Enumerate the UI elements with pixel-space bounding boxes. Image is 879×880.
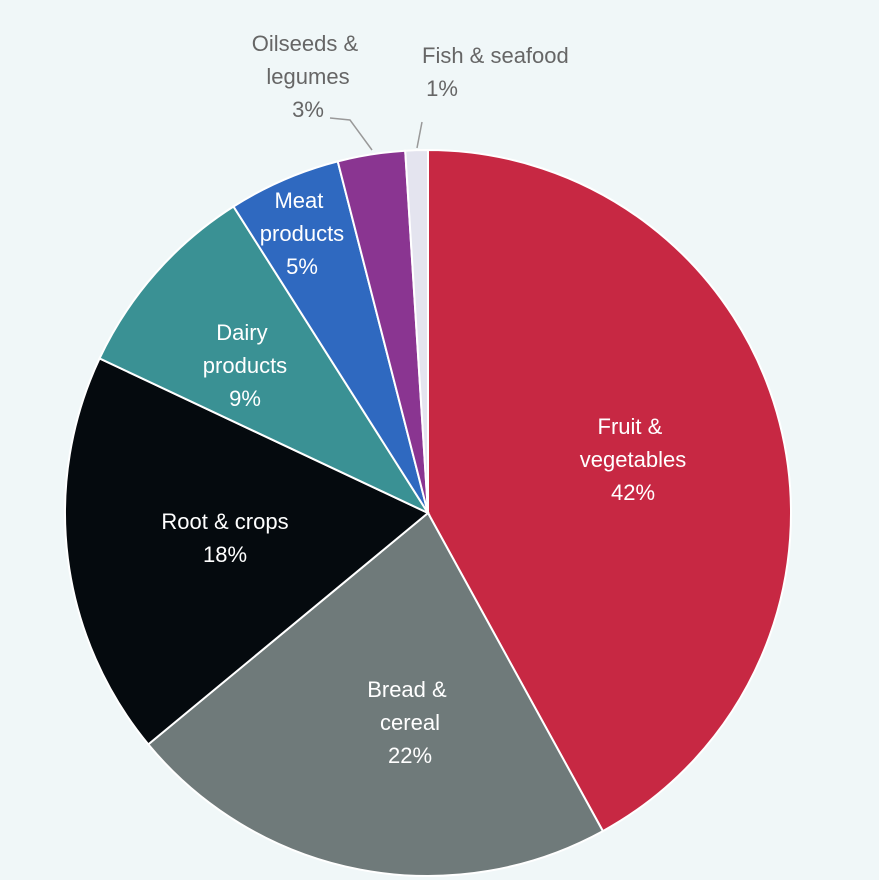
pie-slice	[427, 148, 792, 833]
value-label: 18%	[203, 542, 247, 567]
value-label: 9%	[229, 386, 261, 411]
slice-label: Fruit & vegetables	[580, 414, 686, 472]
slice-label: Root & crops	[161, 509, 288, 534]
pie-slice	[64, 357, 430, 746]
pie	[64, 148, 792, 877]
labels: Fruit & vegetables 42% Bread & cereal 22% Ro…	[161, 31, 686, 768]
value-label: 1%	[426, 76, 458, 101]
slice-label: Dairy products	[203, 320, 287, 378]
value-label: 22%	[388, 743, 432, 768]
pie-slice	[146, 511, 605, 877]
slice-label: Bread & cereal	[367, 677, 453, 735]
value-label: 3%	[292, 97, 324, 122]
slice-label: Meat products	[260, 188, 344, 246]
slice-label: Fish & seafood	[422, 43, 569, 68]
pie-slice	[98, 205, 431, 516]
leader-line	[416, 121, 423, 149]
leader-line	[329, 117, 373, 151]
pie-slice	[404, 148, 429, 514]
value-label: 5%	[286, 254, 318, 279]
value-label: 42%	[611, 480, 655, 505]
slice-label: Oilseeds & legumes	[252, 31, 365, 89]
